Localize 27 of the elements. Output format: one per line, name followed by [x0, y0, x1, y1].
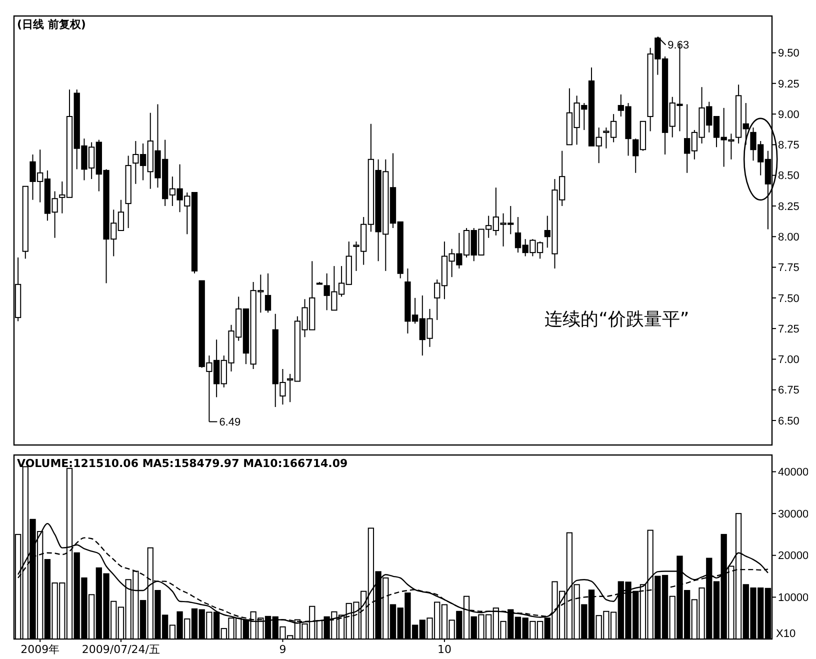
candlestick: [264, 272, 272, 314]
y-tick-label: 8.50: [778, 170, 800, 182]
x-tick-label: 9: [279, 643, 286, 656]
y-axis-title: X10: [776, 628, 796, 640]
x-tick-label: 2009/07/24/五: [82, 643, 160, 656]
y-tick-label: 8.00: [778, 231, 800, 244]
y-tick-label: 7.25: [778, 323, 800, 336]
y-tick-label: 20000: [778, 550, 809, 562]
y-tick-label: 7.75: [778, 262, 800, 274]
y-tick-label: 6.50: [778, 415, 800, 428]
chart-title: (日线 前复权): [17, 18, 86, 31]
x-tick-label: 10: [437, 643, 452, 656]
y-tick-label: 6.75: [778, 384, 800, 397]
chart-title: VOLUME:121510.06 MA5:158479.97 MA10:166714.09: [17, 457, 348, 470]
annotation: 6.49: [219, 416, 241, 429]
y-tick-label: 9.50: [778, 48, 800, 60]
y-tick-label: 30000: [778, 508, 809, 520]
y-tick-label: 8.75: [778, 140, 800, 152]
y-tick-label: 9.25: [778, 78, 800, 90]
y-tick-label: 7.50: [778, 292, 800, 305]
x-tick-label: 2009年: [20, 643, 60, 656]
y-tick-label: 9.00: [778, 108, 800, 121]
annotation: 连续的“价跌量平”: [544, 308, 690, 330]
y-tick-label: 7.00: [778, 354, 800, 366]
y-tick-label: 8.25: [778, 200, 800, 213]
y-tick-label: 40000: [778, 466, 809, 479]
y-tick-label: 10000: [778, 592, 809, 604]
